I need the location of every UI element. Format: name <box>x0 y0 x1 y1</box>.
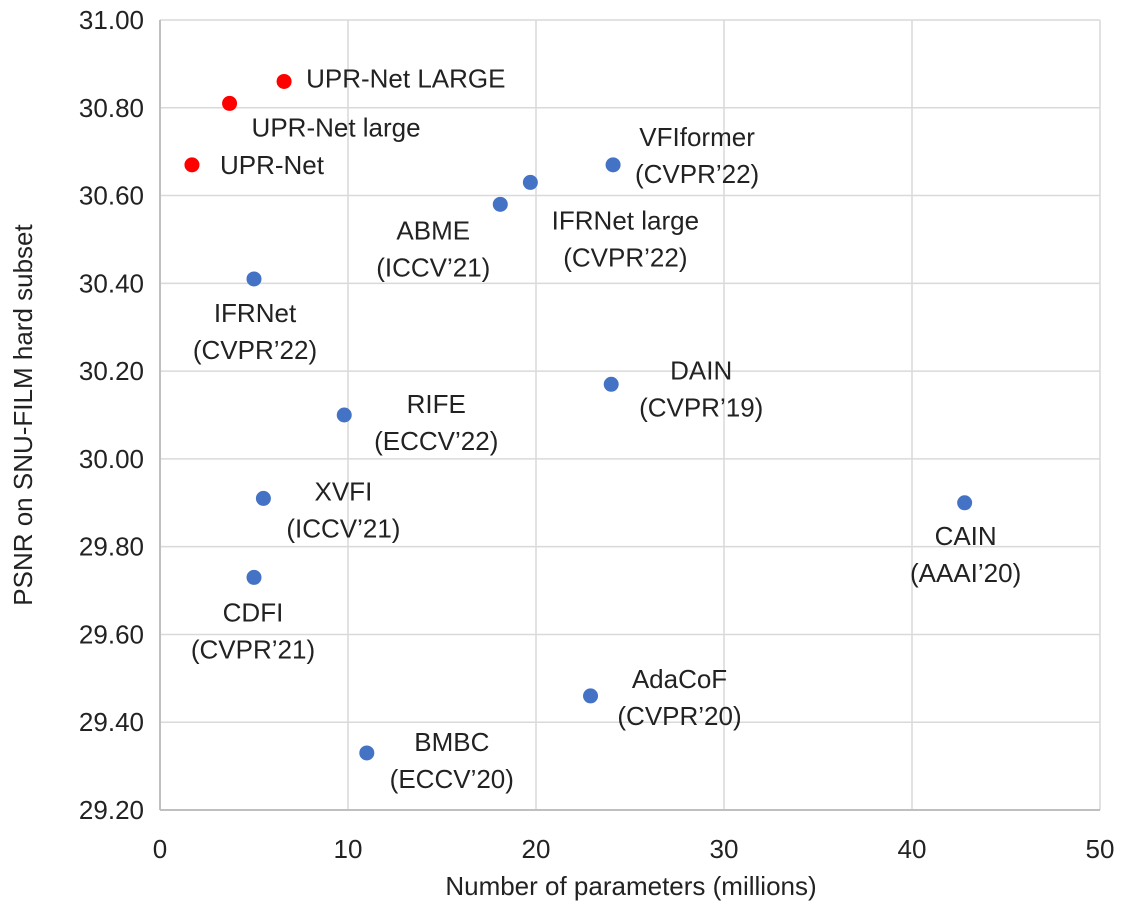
y-tick-label: 30.40 <box>79 268 144 298</box>
y-tick-label: 29.20 <box>79 795 144 825</box>
point-label: UPR-Net large <box>252 112 421 142</box>
point-label-line: AdaCoF <box>632 664 727 694</box>
x-tick-label: 40 <box>898 834 927 864</box>
data-point <box>522 174 538 190</box>
point-label-line: CDFI <box>223 597 284 627</box>
data-point <box>184 157 200 173</box>
point-label: CDFI (CVPR’21) <box>191 597 315 664</box>
point-label-line: (CVPR’19) <box>639 392 763 422</box>
point-label-line: VFIformer <box>639 122 755 152</box>
point-label-line: BMBC <box>414 727 489 757</box>
y-tick-label: 31.00 <box>79 5 144 35</box>
point-labels: UPR-Net UPR-Net large UPR-Net LARGE VFIform… <box>191 63 1021 794</box>
point-label-line: (AAAI’20) <box>910 558 1021 588</box>
data-point <box>246 271 262 287</box>
x-tick-label: 0 <box>153 834 167 864</box>
point-label-line: (CVPR’22) <box>193 335 317 365</box>
x-tick-label: 10 <box>334 834 363 864</box>
point-label: AdaCoF (CVPR’20) <box>617 664 741 731</box>
point-label: UPR-Net <box>220 150 325 180</box>
axes <box>159 20 1100 811</box>
data-points <box>184 73 973 761</box>
point-label: UPR-Net LARGE <box>306 63 505 93</box>
data-point <box>359 745 375 761</box>
point-label-line: UPR-Net LARGE <box>306 63 505 93</box>
point-label: ABME (ICCV’21) <box>376 215 490 282</box>
point-label: DAIN (CVPR’19) <box>639 355 763 422</box>
point-label-line: (ECCV’22) <box>374 426 498 456</box>
point-label-line: (CVPR’20) <box>617 701 741 731</box>
data-point <box>255 490 271 506</box>
point-label: CAIN (AAAI’20) <box>910 521 1021 588</box>
point-label-line: ABME <box>396 215 470 245</box>
point-label: BMBC (ECCV’20) <box>390 727 514 794</box>
data-point <box>492 196 508 212</box>
data-point <box>605 157 621 173</box>
y-axis-title: PSNR on SNU-FILM hard subset <box>8 223 38 605</box>
y-tick-label: 30.20 <box>79 356 144 386</box>
y-tick-label: 30.00 <box>79 444 144 474</box>
y-tick-label: 29.60 <box>79 619 144 649</box>
data-point <box>246 569 262 585</box>
point-label: RIFE (ECCV’22) <box>374 389 498 456</box>
data-point <box>276 73 292 89</box>
point-label-line: XVFI <box>315 476 373 506</box>
point-label-line: CAIN <box>935 521 997 551</box>
point-label-line: (CVPR’22) <box>563 242 687 272</box>
point-label-line: DAIN <box>670 355 732 385</box>
tick-labels: 29.20 29.40 29.60 29.80 30.00 30.20 30.40 30.60… <box>79 5 1115 864</box>
y-tick-label: 29.80 <box>79 532 144 562</box>
y-tick-label: 29.40 <box>79 707 144 737</box>
point-label: XVFI (ICCV’21) <box>286 476 400 543</box>
point-label-line: (ICCV’21) <box>376 252 490 282</box>
point-label-line: UPR-Net large <box>252 112 421 142</box>
data-point <box>603 376 619 392</box>
point-label: IFRNet large (CVPR’22) <box>552 205 699 272</box>
point-label-line: (CVPR’21) <box>191 634 315 664</box>
x-tick-label: 30 <box>710 834 739 864</box>
data-point <box>957 495 973 511</box>
point-label-line: RIFE <box>407 389 466 419</box>
point-label: VFIformer (CVPR’22) <box>635 122 759 189</box>
data-point <box>583 688 599 704</box>
point-label-line: IFRNet <box>214 298 297 328</box>
x-axis-title: Number of parameters (millions) <box>445 871 816 901</box>
y-tick-label: 30.80 <box>79 93 144 123</box>
point-label-line: IFRNet large <box>552 205 699 235</box>
x-tick-label: 20 <box>522 834 551 864</box>
point-label: IFRNet (CVPR’22) <box>193 298 317 365</box>
point-label-line: UPR-Net <box>220 150 325 180</box>
point-label-line: (ECCV’20) <box>390 764 514 794</box>
point-label-line: (ICCV’21) <box>286 513 400 543</box>
data-point <box>336 407 352 423</box>
y-tick-label: 30.60 <box>79 181 144 211</box>
point-label-line: (CVPR’22) <box>635 159 759 189</box>
data-point <box>222 95 238 111</box>
x-tick-label: 50 <box>1086 834 1115 864</box>
